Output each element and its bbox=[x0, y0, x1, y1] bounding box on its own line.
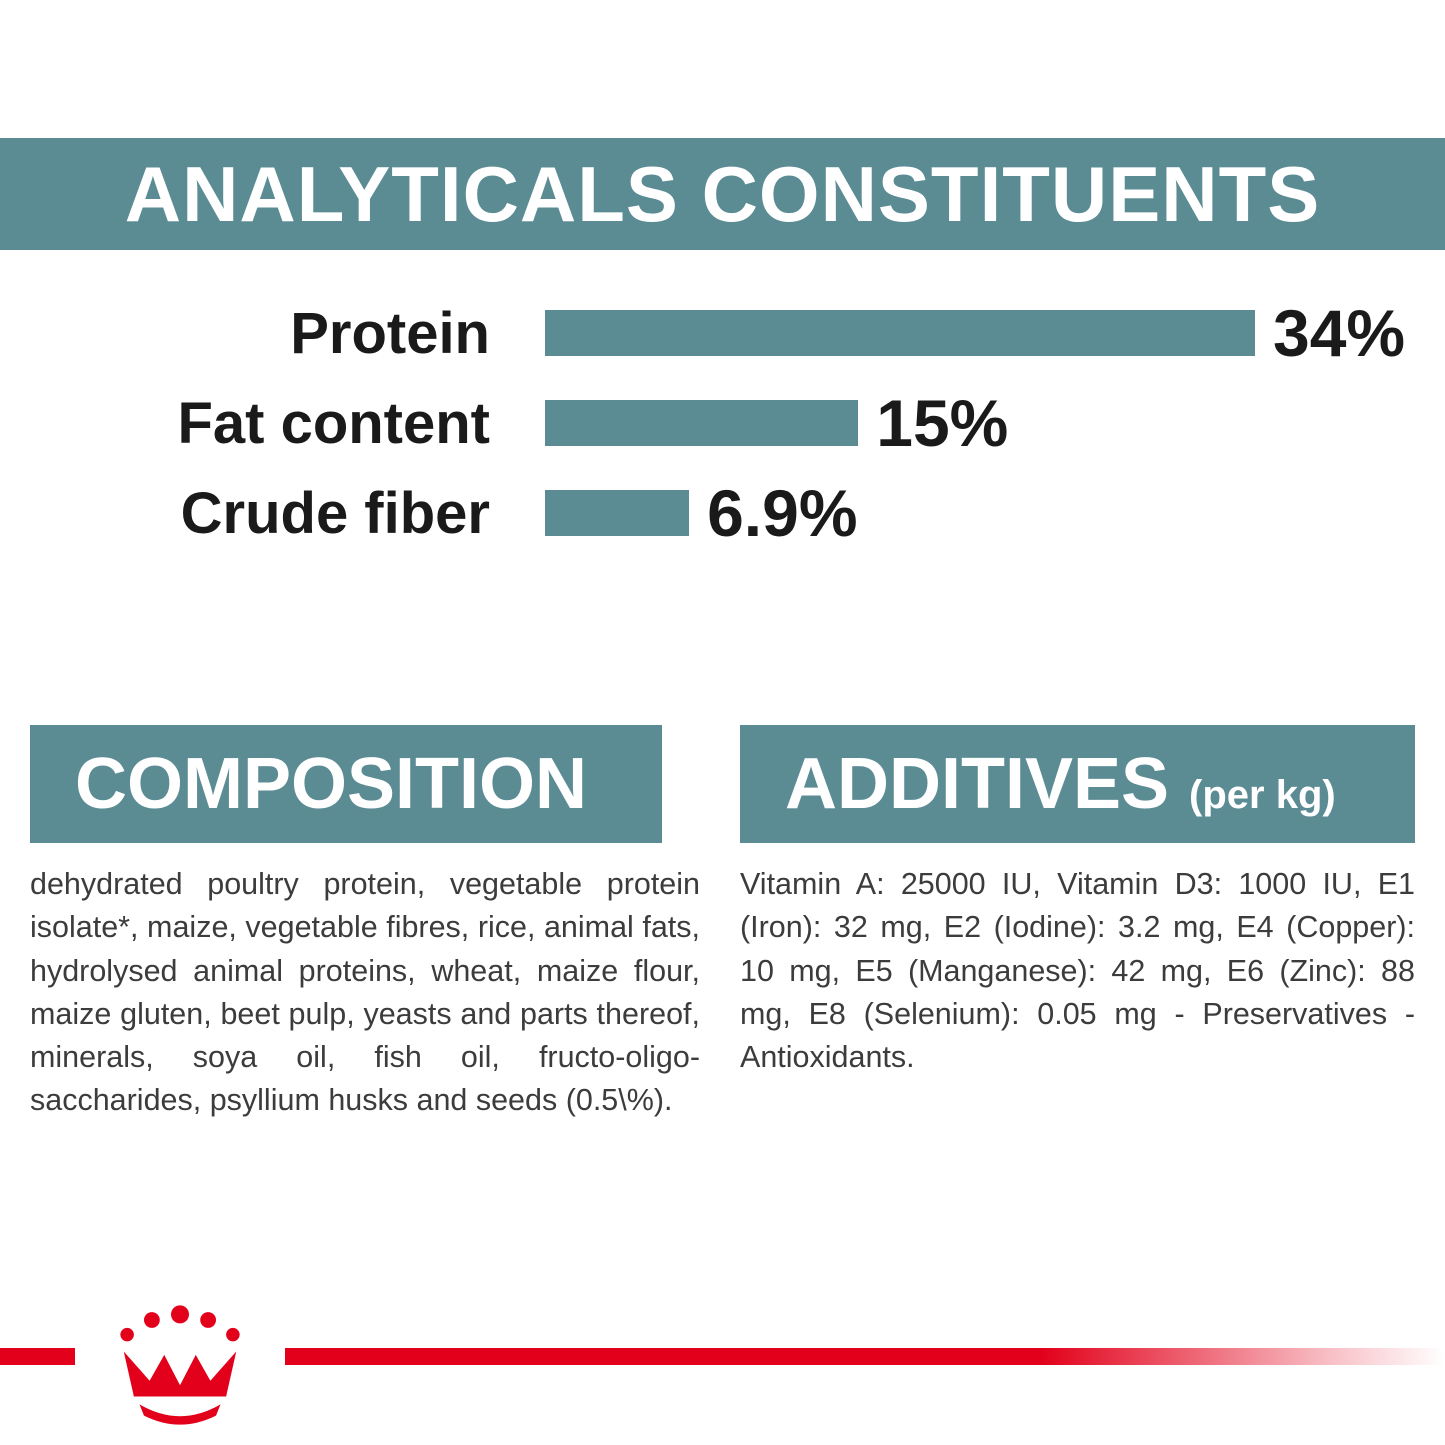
chart-value-label: 15% bbox=[876, 386, 1009, 460]
brand-logo bbox=[75, 1295, 285, 1435]
chart-row-label: Protein bbox=[290, 300, 490, 366]
chart-value-label: 6.9% bbox=[707, 476, 858, 550]
chart-bar bbox=[545, 310, 1255, 356]
royal-canin-crown-icon bbox=[120, 1305, 240, 1425]
chart-value-label: 34% bbox=[1273, 296, 1406, 370]
analyticals-chart: Protein 34% Fat content 15% Crude fiber … bbox=[0, 288, 1445, 558]
chart-bar bbox=[545, 490, 690, 536]
composition-body: dehydrated poultry protein, vegetable pr… bbox=[30, 867, 700, 1118]
composition-title: COMPOSITION bbox=[75, 744, 588, 824]
analyticals-title: ANALYTICALS CONSTITUENTS bbox=[124, 149, 1321, 238]
chart-row-label: Crude fiber bbox=[180, 480, 490, 546]
additives-unit-label: (per kg) bbox=[1189, 773, 1336, 817]
chart-row: Crude fiber 6.9% bbox=[0, 468, 1445, 558]
composition-header: COMPOSITION bbox=[30, 725, 662, 843]
additives-header: ADDITIVES (per kg) bbox=[740, 725, 1415, 843]
chart-bar bbox=[545, 400, 859, 446]
brand-stripe bbox=[0, 1348, 1445, 1365]
chart-row: Fat content 15% bbox=[0, 378, 1445, 468]
additives-body: Vitamin A: 25000 IU, Vitamin D3: 1000 IU… bbox=[740, 867, 1415, 1075]
additives-title: ADDITIVES bbox=[785, 744, 1170, 824]
composition-section: COMPOSITION dehydrated poultry protein, … bbox=[30, 725, 700, 1123]
additives-section: ADDITIVES (per kg) Vitamin A: 25000 IU, … bbox=[740, 725, 1415, 1079]
chart-row: Protein 34% bbox=[0, 288, 1445, 378]
chart-row-label: Fat content bbox=[177, 390, 490, 456]
analyticals-banner: ANALYTICALS CONSTITUENTS bbox=[0, 138, 1445, 250]
